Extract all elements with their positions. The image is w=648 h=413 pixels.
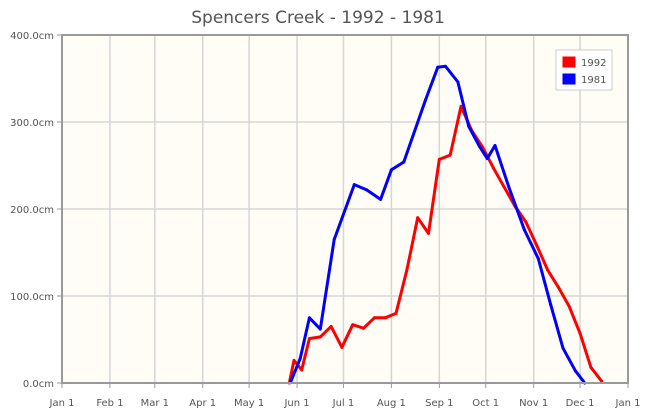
data-point (365, 188, 369, 192)
data-point (444, 64, 448, 68)
data-point (502, 185, 506, 189)
legend[interactable]: 1992 1981 (555, 49, 613, 91)
data-point (456, 80, 460, 84)
data-point (340, 345, 344, 349)
data-point (389, 168, 393, 172)
x-tick-label: Sep 1 (425, 398, 453, 409)
x-axis: Jan 1 Feb 1 Mar 1 Apr 1 May 1 Jun 1 Jul 1 Aug 1… (49, 383, 641, 409)
data-point (491, 166, 495, 170)
chart-title: Spencers Creek - 1992 - 1981 (191, 8, 445, 28)
data-point (423, 98, 427, 102)
series-layer (287, 64, 604, 385)
data-point (332, 237, 336, 241)
x-tick-label: Mar 1 (141, 398, 169, 409)
data-point (546, 268, 550, 272)
data-point (567, 304, 571, 308)
x-tick-label: Jan 1 (615, 398, 641, 409)
gridlines (62, 35, 628, 383)
data-point (427, 231, 431, 235)
data-point (362, 326, 366, 330)
data-point (379, 197, 383, 201)
data-point (300, 368, 304, 372)
y-tick-label: 300.0cm (10, 118, 54, 129)
data-point (535, 244, 539, 248)
data-point (578, 331, 582, 335)
x-tick-label: Aug 1 (377, 398, 406, 409)
x-tick-label: Dec 1 (566, 398, 595, 409)
data-point (524, 220, 528, 224)
data-point (307, 316, 311, 320)
y-tick-label: 400.0cm (10, 31, 54, 42)
series-1981 (289, 64, 587, 385)
series-1992 (287, 104, 604, 385)
data-point (318, 335, 322, 339)
data-point (436, 65, 440, 69)
data-point (372, 316, 376, 320)
data-point (298, 357, 302, 361)
x-tick-label: Nov 1 (519, 398, 548, 409)
data-point (556, 285, 560, 289)
data-point (292, 358, 296, 362)
data-point (522, 228, 526, 232)
x-tick-label: Jun 1 (283, 398, 309, 409)
x-tick-label: Feb 1 (96, 398, 123, 409)
data-point (561, 346, 565, 350)
data-point (573, 369, 577, 373)
data-point (416, 216, 420, 220)
data-point (318, 327, 322, 331)
y-tick-label: 200.0cm (10, 205, 54, 216)
data-point (307, 337, 311, 341)
x-tick-label: Apr 1 (189, 398, 216, 409)
data-point (352, 183, 356, 187)
data-point (549, 303, 553, 307)
legend-swatch (561, 72, 577, 86)
legend-swatch (561, 55, 577, 69)
x-tick-label: Jan 1 (49, 398, 75, 409)
data-point (405, 268, 409, 272)
data-point (448, 153, 452, 157)
data-point (478, 144, 482, 148)
legend-label: 1981 (581, 75, 606, 86)
legend-label: 1992 (581, 58, 606, 69)
data-point (402, 160, 406, 164)
data-point (329, 324, 333, 328)
y-tick-label: 100.0cm (10, 292, 54, 303)
data-point (351, 323, 355, 327)
data-point (394, 311, 398, 315)
x-tick-label: May 1 (234, 398, 264, 409)
x-tick-label: Oct 1 (472, 398, 499, 409)
data-point (467, 124, 471, 128)
y-tick-label: 0.0cm (23, 379, 54, 390)
data-point (589, 365, 593, 369)
data-point (507, 185, 511, 189)
data-point (493, 143, 497, 147)
x-tick-label: Jul 1 (332, 398, 355, 409)
y-axis: 0.0cm 100.0cm 200.0cm 300.0cm 400.0cm (10, 31, 62, 390)
data-point (459, 104, 463, 108)
data-point (536, 257, 540, 261)
data-point (437, 157, 441, 161)
data-point (485, 157, 489, 161)
data-point (383, 316, 387, 320)
